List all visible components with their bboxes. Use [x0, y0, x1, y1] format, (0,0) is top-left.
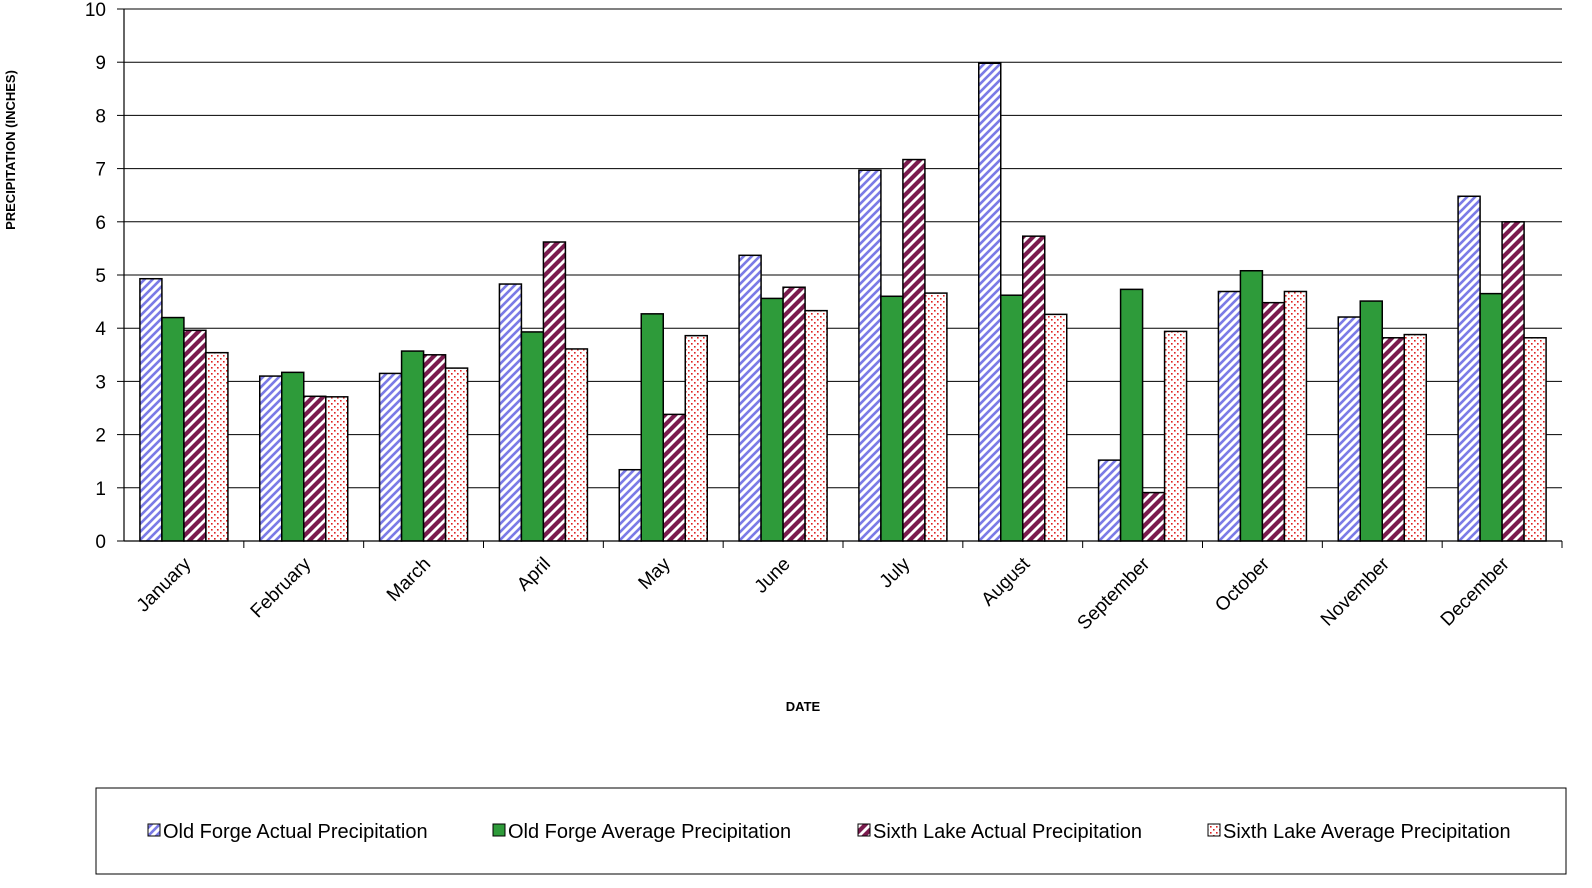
bar-sixth-lake-actual-precipitation-november	[1381, 337, 1405, 542]
y-tick-label: 8	[95, 106, 106, 127]
bar-sixth-lake-actual-precipitation-february	[303, 395, 327, 542]
bar-old-forge-actual-precipitation-august	[978, 62, 1002, 542]
x-tick-label: November	[1317, 553, 1394, 630]
x-axis-title: DATE	[786, 699, 821, 714]
bar-sixth-lake-average-precipitation-july	[924, 292, 948, 542]
legend-swatch	[857, 823, 871, 837]
gridlines	[124, 8, 1562, 542]
bar-sixth-lake-actual-precipitation-march	[422, 354, 447, 542]
y-tick-label: 4	[95, 319, 106, 340]
x-tick-label: April	[513, 554, 555, 596]
bar-old-forge-average-precipitation-may	[640, 313, 664, 542]
bar-old-forge-average-precipitation-november	[1359, 300, 1383, 542]
bar-old-forge-average-precipitation-january	[161, 316, 185, 542]
bar-old-forge-actual-precipitation-may	[618, 468, 642, 542]
bar-old-forge-actual-precipitation-january	[139, 277, 163, 542]
bar-sixth-lake-average-precipitation-june	[804, 309, 828, 542]
bar-sixth-lake-actual-precipitation-december	[1501, 221, 1525, 542]
bar-old-forge-actual-precipitation-june	[738, 254, 762, 542]
legend-swatch	[492, 823, 506, 837]
y-tick-label: 9	[95, 53, 106, 74]
bar-sixth-lake-average-precipitation-december	[1523, 337, 1547, 542]
bar-old-forge-actual-precipitation-february	[259, 375, 283, 542]
bar-old-forge-actual-precipitation-november	[1337, 316, 1361, 542]
x-tick-label: February	[247, 553, 316, 622]
y-tick-label: 5	[95, 266, 106, 287]
x-tick-label: September	[1074, 553, 1155, 634]
x-tick-label: March	[383, 554, 435, 606]
bar-old-forge-average-precipitation-june	[760, 297, 784, 542]
legend-label: Sixth Lake Average Precipitation	[1223, 821, 1511, 843]
axes-group	[117, 8, 1563, 548]
bar-sixth-lake-actual-precipitation-july	[902, 158, 926, 542]
legend-box	[95, 787, 1567, 875]
bar-old-forge-average-precipitation-september	[1119, 288, 1144, 542]
x-tick-label: June	[751, 554, 795, 598]
bar-old-forge-average-precipitation-april	[520, 331, 545, 542]
bar-old-forge-average-precipitation-october	[1239, 269, 1264, 542]
y-axis-title: PRECIPITATION (INCHES)	[3, 70, 18, 230]
bar-sixth-lake-actual-precipitation-january	[183, 329, 207, 542]
x-tick-labels: January February March April May June July Augu…	[133, 553, 1514, 634]
x-tick-label: October	[1211, 553, 1274, 616]
bar-sixth-lake-average-precipitation-may	[684, 334, 708, 542]
bar-old-forge-actual-precipitation-july	[858, 169, 882, 542]
bar-sixth-lake-actual-precipitation-april	[542, 241, 567, 542]
bar-old-forge-average-precipitation-february	[281, 371, 305, 542]
bar-old-forge-average-precipitation-december	[1479, 292, 1503, 542]
legend: Old Forge Actual Precipitation Old Forge …	[95, 787, 1567, 875]
bar-old-forge-average-precipitation-august	[1000, 294, 1024, 542]
y-tick-label: 1	[95, 479, 106, 500]
bar-sixth-lake-average-precipitation-march	[444, 367, 469, 542]
bar-old-forge-actual-precipitation-april	[498, 283, 523, 542]
y-tick-label: 3	[95, 372, 106, 393]
bar-sixth-lake-average-precipitation-october	[1283, 290, 1308, 542]
bar-old-forge-actual-precipitation-march	[378, 372, 403, 542]
bar-sixth-lake-actual-precipitation-august	[1022, 235, 1046, 542]
legend-swatch	[1207, 823, 1221, 837]
bar-sixth-lake-actual-precipitation-june	[782, 286, 806, 542]
bar-old-forge-average-precipitation-july	[880, 295, 904, 542]
y-tick-label: 10	[85, 0, 106, 21]
x-tick-label: December	[1437, 553, 1514, 630]
x-tick-label: July	[876, 553, 915, 592]
bar-old-forge-actual-precipitation-september	[1097, 459, 1122, 542]
x-tick-label: May	[635, 553, 676, 594]
legend-label: Old Forge Average Precipitation	[508, 821, 791, 843]
bar-old-forge-actual-precipitation-december	[1457, 195, 1481, 542]
x-tick-label: January	[133, 553, 196, 616]
bar-sixth-lake-actual-precipitation-september	[1141, 491, 1166, 542]
bars-group	[139, 62, 1547, 542]
bar-old-forge-average-precipitation-march	[400, 350, 425, 542]
legend-label: Sixth Lake Actual Precipitation	[873, 821, 1142, 843]
bar-sixth-lake-actual-precipitation-october	[1261, 301, 1286, 542]
y-tick-label: 6	[95, 213, 106, 234]
bar-sixth-lake-average-precipitation-april	[564, 348, 589, 542]
x-tick-label: August	[978, 553, 1035, 610]
bar-sixth-lake-average-precipitation-september	[1163, 330, 1188, 542]
bar-sixth-lake-average-precipitation-november	[1403, 333, 1427, 542]
y-tick-labels: 0 1 2 3 4 5 6 7 8 9 10	[85, 0, 107, 553]
y-tick-label: 0	[95, 532, 106, 553]
y-tick-label: 2	[95, 426, 106, 447]
legend-swatch	[147, 823, 161, 837]
bar-sixth-lake-average-precipitation-august	[1044, 313, 1068, 542]
y-tick-label: 7	[95, 160, 106, 181]
legend-label: Old Forge Actual Precipitation	[163, 821, 428, 843]
bar-sixth-lake-average-precipitation-february	[325, 396, 349, 542]
bar-sixth-lake-average-precipitation-january	[205, 351, 229, 542]
bar-sixth-lake-actual-precipitation-may	[662, 413, 686, 542]
bar-old-forge-actual-precipitation-october	[1217, 290, 1242, 542]
